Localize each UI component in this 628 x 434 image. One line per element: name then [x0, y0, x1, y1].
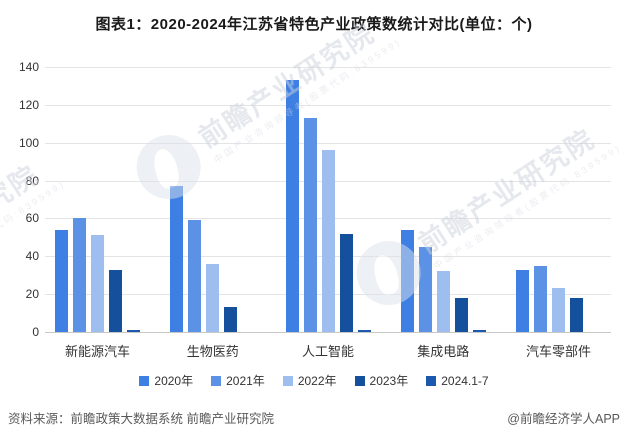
bar-2020年-人工智能	[285, 80, 299, 332]
legend-item-2020年: 2020年	[139, 372, 193, 389]
bar-2021年-生物医药	[188, 220, 202, 332]
x-axis-label-集成电路: 集成电路	[417, 344, 470, 359]
bar-2020年-集成电路	[400, 229, 414, 332]
bar-2021年-新能源汽车	[73, 218, 86, 332]
y-axis-tick-100: 100	[18, 135, 39, 150]
legend-item-2024.1-7: 2024.1-7	[426, 373, 489, 388]
x-axis-labels: 新能源汽车 生物医药 人工智能 集成电路 汽车零部件	[45, 341, 611, 360]
legend-label: 2023年	[369, 374, 409, 388]
bar-2023年-生物医药	[224, 307, 238, 332]
bar-2024.1-7-人工智能	[357, 330, 371, 332]
legend-marker-icon	[139, 375, 150, 386]
x-axis-label-人工智能: 人工智能	[301, 344, 354, 359]
bar-group-1	[55, 218, 140, 332]
bar-2022年-汽车零部件	[552, 288, 565, 332]
bar-2021年-汽车零部件	[534, 265, 547, 332]
bar-2022年-集成电路	[436, 271, 450, 332]
legend-marker-icon	[426, 375, 437, 386]
y-axis-tick-140: 140	[18, 60, 39, 74]
y-axis-tick-0: 0	[32, 325, 39, 339]
plot-area: 0 20 40 60 80 100 120 140	[19, 60, 611, 339]
y-axis-tick-40: 40	[25, 249, 39, 264]
legend-item-2021年: 2021年	[211, 372, 265, 389]
gridline-y120	[45, 104, 611, 106]
x-axis-label-生物医药: 生物医药	[186, 344, 239, 359]
source-note: 资料来源：前瞻政策大数据系统 前瞻产业研究院	[8, 412, 274, 426]
x-axis-label-汽车零部件: 汽车零部件	[525, 344, 591, 359]
bar-2024.1-7-集成电路	[472, 330, 486, 332]
legend-label: 2022年	[297, 374, 337, 388]
legend-item-2022年: 2022年	[282, 372, 337, 389]
bar-group-4	[400, 229, 486, 332]
y-axis-tick-120: 120	[18, 97, 39, 112]
bar-2020年-汽车零部件	[516, 269, 529, 332]
legend-marker-icon	[211, 375, 222, 386]
bar-2023年-汽车零部件	[570, 297, 583, 332]
gridline-y100	[45, 142, 611, 144]
legend-label: 2021年	[226, 374, 265, 388]
bar-2020年-新能源汽车	[55, 229, 68, 332]
x-axis-label-新能源汽车: 新能源汽车	[64, 344, 130, 359]
bar-2020年-生物医药	[170, 186, 184, 332]
bar-2022年-人工智能	[321, 150, 335, 332]
y-axis-tick-60: 60	[25, 211, 39, 226]
gridline-y140	[45, 67, 611, 68]
legend-item-2023年: 2023年	[354, 372, 409, 389]
bar-group-2	[170, 186, 255, 332]
legend-label: 2020年	[154, 374, 194, 388]
chart-title: 图表1：2020-2024年江苏省特色产业政策数统计对比(单位：个)	[95, 16, 533, 33]
bar-2021年-人工智能	[303, 118, 317, 332]
bars-layer	[45, 67, 611, 332]
bar-group-5	[516, 265, 601, 332]
legend-marker-icon	[282, 375, 293, 386]
bar-2023年-新能源汽车	[109, 269, 122, 332]
bar-2024.1-7-新能源汽车	[127, 330, 140, 332]
y-axis-tick-20: 20	[25, 287, 39, 302]
credit-note: @前瞻经济学人APP	[507, 412, 620, 426]
y-axis-tick-80: 80	[25, 173, 39, 188]
bar-2022年-生物医药	[206, 263, 220, 332]
legend-marker-icon	[354, 375, 365, 386]
bar-2021年-集成电路	[418, 246, 432, 332]
bar-2023年-集成电路	[454, 297, 468, 332]
legend: 2020年 2021年 2022年 2023年 2024.1-7	[0, 372, 628, 389]
bar-2022年-新能源汽车	[91, 235, 104, 332]
legend-label: 2024.1-7	[441, 373, 489, 388]
bar-2023年-人工智能	[339, 233, 353, 332]
bar-groups	[45, 67, 611, 332]
